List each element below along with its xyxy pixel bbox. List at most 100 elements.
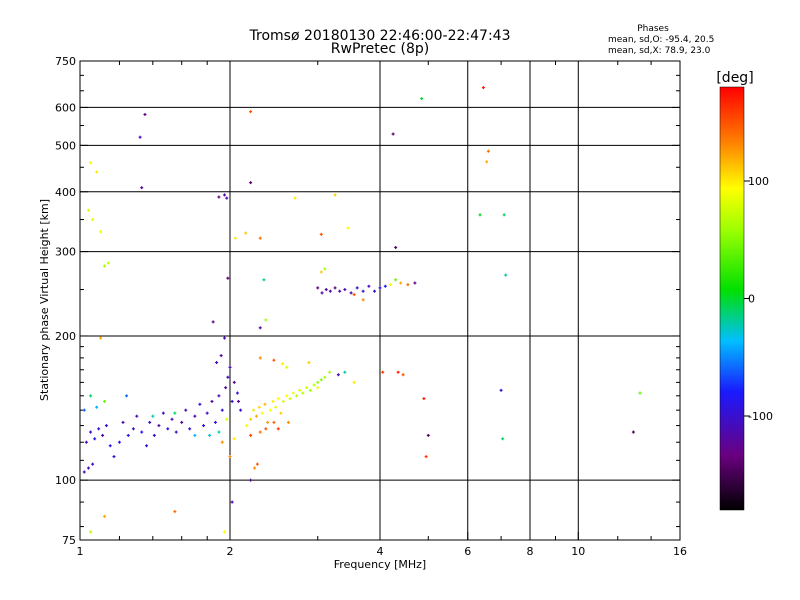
echo-point bbox=[316, 386, 320, 390]
y-tick-label: 750 bbox=[55, 55, 76, 68]
echo-point bbox=[193, 414, 197, 418]
echo-point bbox=[180, 420, 184, 424]
y-tick-label: 600 bbox=[55, 101, 76, 114]
echo-point bbox=[638, 391, 642, 395]
echo-point bbox=[288, 397, 292, 401]
echo-point bbox=[101, 433, 105, 437]
colorbar-tick-label: 100 bbox=[748, 175, 769, 188]
colorbar-tick-label: -100 bbox=[748, 410, 773, 423]
echo-point bbox=[264, 318, 268, 322]
colorbar-tick-label: 0 bbox=[748, 293, 755, 306]
echo-point bbox=[373, 289, 377, 293]
colorbar-title: [deg] bbox=[716, 70, 753, 86]
echo-point bbox=[319, 232, 323, 236]
echo-point bbox=[140, 186, 144, 190]
x-axis-ticks: 1 2 4 6 8 10 16 bbox=[77, 61, 687, 558]
echo-point bbox=[381, 370, 385, 374]
echo-point bbox=[319, 378, 323, 382]
y-tick-label: 75 bbox=[62, 534, 76, 547]
echo-point bbox=[126, 433, 130, 437]
y-tick-label: 300 bbox=[55, 246, 76, 259]
echo-point bbox=[485, 160, 489, 164]
echo-point bbox=[103, 399, 107, 403]
echo-point bbox=[217, 195, 221, 199]
echo-point bbox=[157, 424, 161, 428]
echo-point bbox=[258, 430, 262, 434]
echo-point bbox=[86, 466, 90, 470]
echo-point bbox=[399, 281, 403, 285]
echo-point bbox=[198, 402, 202, 406]
echo-point bbox=[426, 433, 430, 437]
echo-point bbox=[486, 149, 490, 153]
echo-point bbox=[89, 161, 93, 165]
echo-point bbox=[225, 196, 229, 200]
echo-point bbox=[324, 288, 328, 292]
echo-point bbox=[225, 417, 229, 421]
echo-point bbox=[228, 365, 232, 369]
echo-point bbox=[272, 420, 276, 424]
x-tick-label: 8 bbox=[527, 545, 534, 558]
echo-point bbox=[249, 478, 253, 482]
echo-point bbox=[295, 394, 299, 398]
colorbar-ticks: 100 0 -100 bbox=[744, 175, 773, 423]
echo-point bbox=[95, 170, 99, 174]
echo-point bbox=[245, 424, 249, 428]
echo-point bbox=[378, 286, 382, 290]
echo-point bbox=[293, 196, 297, 200]
echo-point bbox=[276, 397, 280, 401]
echo-point bbox=[266, 420, 270, 424]
x-tick-label: 10 bbox=[571, 545, 585, 558]
echo-point bbox=[307, 361, 311, 365]
echo-point bbox=[504, 273, 508, 277]
echo-point bbox=[323, 375, 327, 379]
echo-point bbox=[343, 370, 347, 374]
x-tick-label: 4 bbox=[377, 545, 384, 558]
echo-point bbox=[161, 411, 165, 415]
echo-point bbox=[152, 433, 156, 437]
echo-point bbox=[233, 236, 237, 240]
stats-title: Phases bbox=[637, 24, 669, 34]
echo-point bbox=[274, 405, 278, 409]
echo-point bbox=[394, 278, 398, 282]
echo-point bbox=[367, 284, 371, 288]
echo-point bbox=[255, 462, 259, 466]
y-tick-label: 100 bbox=[55, 474, 76, 487]
echo-point bbox=[202, 424, 206, 428]
echo-point bbox=[263, 402, 267, 406]
echo-point bbox=[328, 289, 332, 293]
x-tick-label: 2 bbox=[227, 545, 234, 558]
echo-point bbox=[499, 388, 503, 392]
echo-point bbox=[312, 383, 316, 387]
y-tick-label: 200 bbox=[55, 330, 76, 343]
echo-point bbox=[258, 356, 262, 360]
echo-point bbox=[271, 399, 275, 403]
echo-point bbox=[220, 408, 224, 412]
echo-point bbox=[145, 444, 149, 448]
echo-point bbox=[349, 291, 353, 295]
echo-point bbox=[333, 193, 337, 197]
echo-point bbox=[138, 135, 142, 139]
echo-point bbox=[252, 408, 256, 412]
echo-point bbox=[253, 466, 257, 470]
echo-point bbox=[389, 283, 393, 287]
echo-point bbox=[230, 399, 234, 403]
echo-point bbox=[420, 97, 424, 101]
echo-point bbox=[112, 455, 116, 459]
x-tick-label: 6 bbox=[464, 545, 471, 558]
echo-point bbox=[478, 213, 482, 217]
echo-point bbox=[89, 430, 93, 434]
echo-point bbox=[166, 427, 170, 431]
echo-points bbox=[82, 86, 642, 534]
echo-point bbox=[232, 437, 236, 441]
echo-point bbox=[319, 270, 323, 274]
echo-point bbox=[86, 208, 90, 212]
echo-point bbox=[91, 462, 95, 466]
grid-lines bbox=[80, 61, 680, 540]
echo-point bbox=[135, 414, 139, 418]
echo-point bbox=[298, 388, 302, 392]
echo-point bbox=[281, 362, 285, 366]
echo-point bbox=[268, 408, 272, 412]
echo-point bbox=[285, 394, 289, 398]
echo-point bbox=[220, 440, 224, 444]
echo-point bbox=[140, 430, 144, 434]
